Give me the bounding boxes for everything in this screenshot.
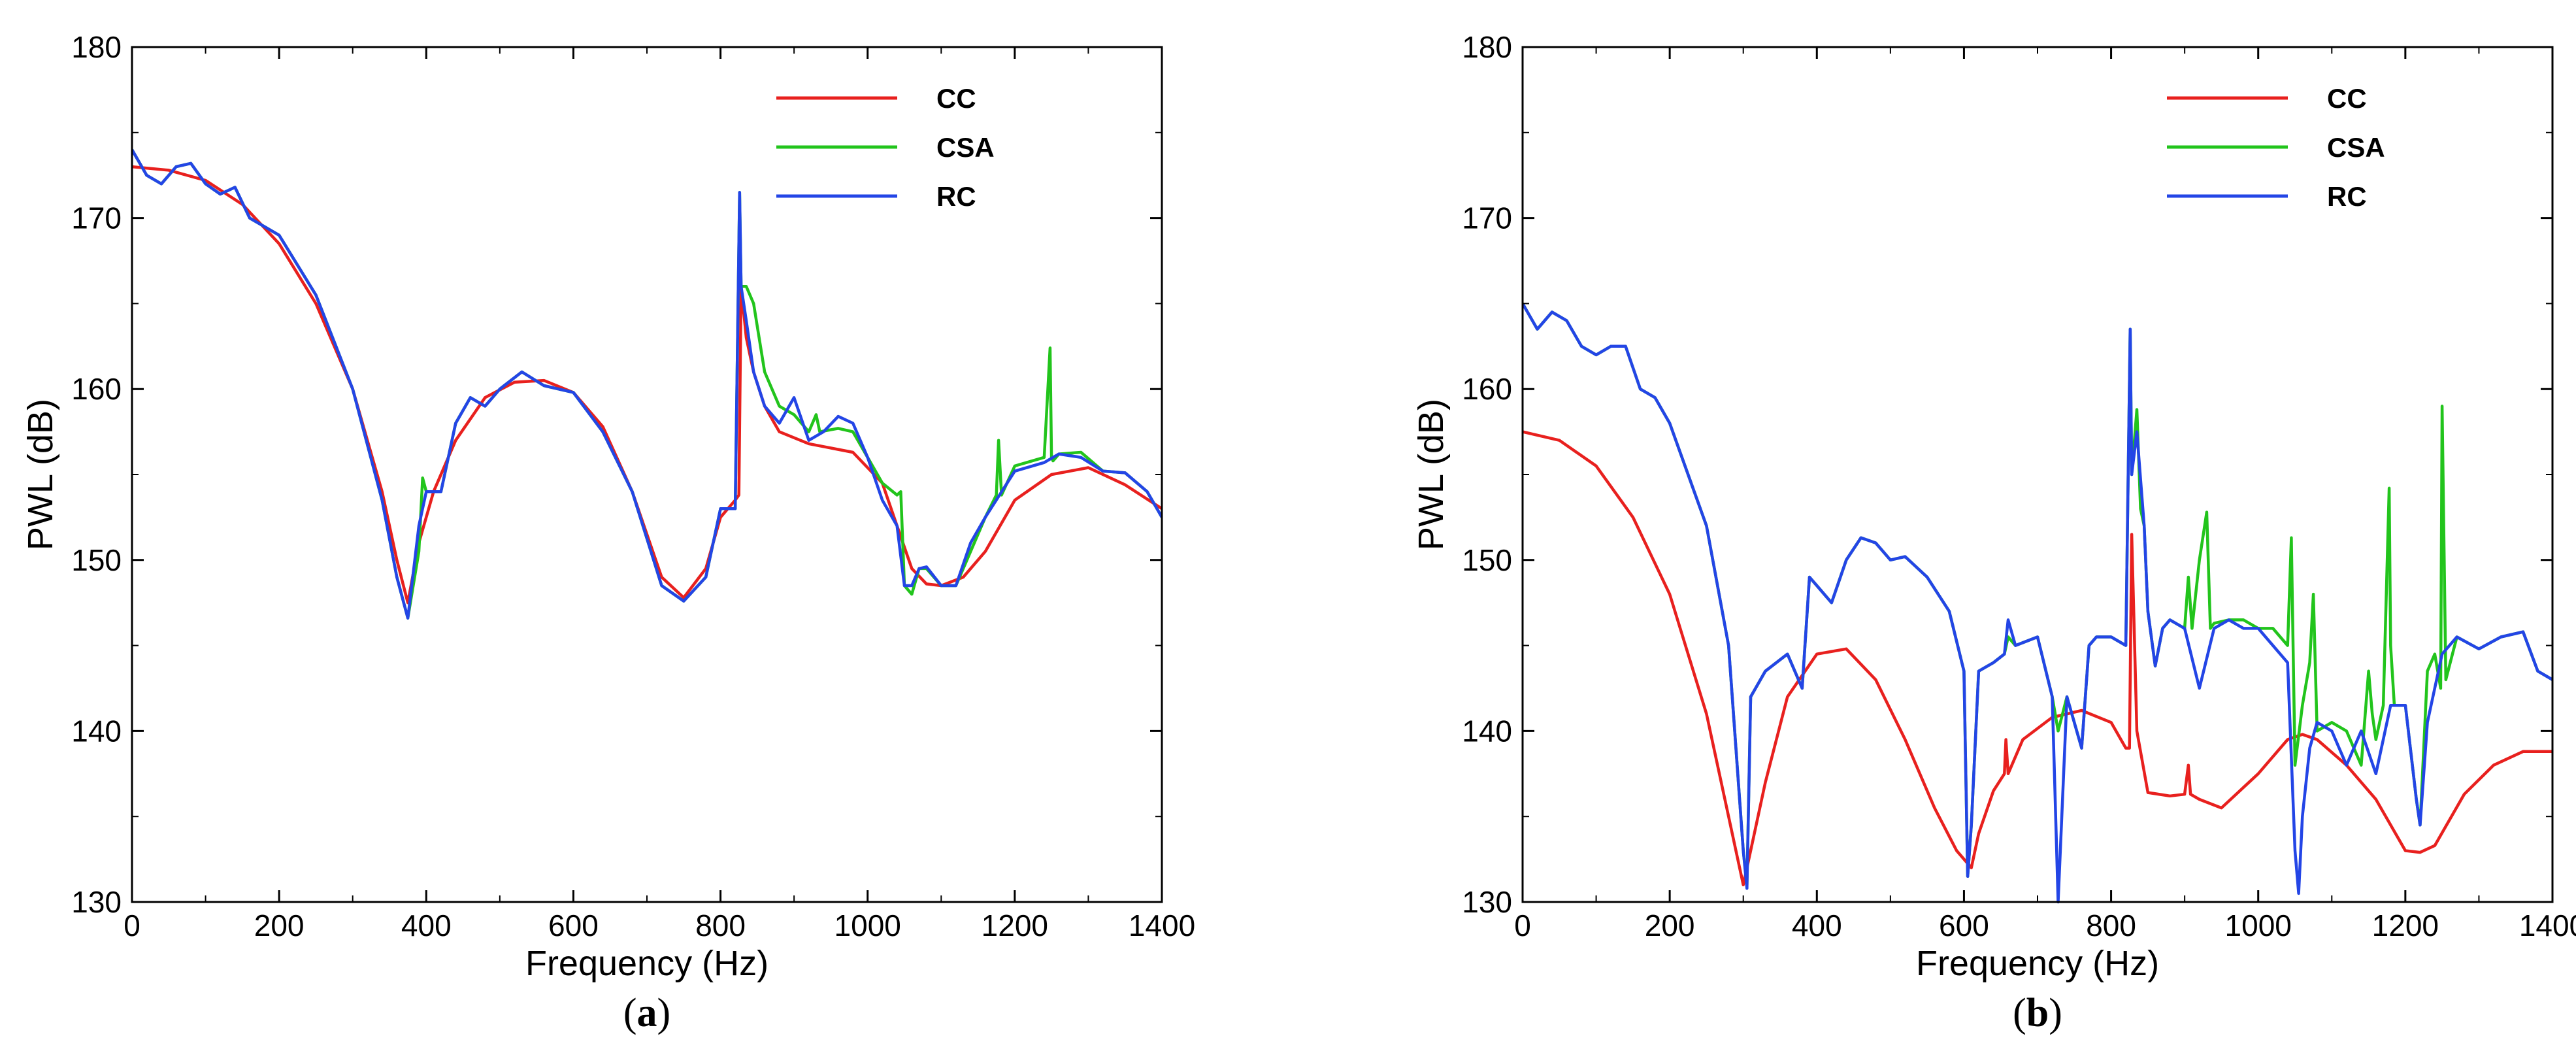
legend: CC CSA RC	[2167, 83, 2385, 212]
y-tick-label: 140	[71, 714, 122, 748]
legend-label-csa: CSA	[936, 132, 995, 163]
x-tick-label: 200	[254, 909, 305, 943]
chart-panel-a: 0 200 400 600 800 1000 1200 1400 130 140 150 160 170…	[21, 30, 1195, 1035]
panel-label-close: )	[2049, 991, 2062, 1035]
legend-label-cc: CC	[2327, 83, 2367, 114]
panel-label-letter: b	[2026, 991, 2049, 1035]
y-tick-label: 130	[71, 885, 122, 919]
y-tick-label: 150	[71, 543, 122, 577]
panel-label-open: (	[2013, 991, 2026, 1035]
y-tick-label: 140	[1462, 714, 1512, 748]
panel-label-open: (	[623, 991, 637, 1035]
panel-label-close: )	[657, 991, 671, 1035]
x-axis-label: Frequency (Hz)	[525, 944, 768, 983]
y-tick-label: 160	[71, 372, 122, 406]
panel-label-letter: a	[637, 991, 657, 1035]
series-line-csa	[1523, 303, 2552, 887]
panel-label: (a)	[623, 991, 670, 1035]
series-line-csa	[132, 148, 1162, 620]
y-tick-label: 150	[1462, 543, 1512, 577]
x-tick-label: 1400	[2519, 909, 2576, 943]
legend-label-rc: RC	[2327, 181, 2367, 212]
x-axis-label: Frequency (Hz)	[1916, 944, 2159, 983]
legend-label-rc: RC	[936, 181, 976, 212]
panel-label: (b)	[2013, 991, 2062, 1035]
x-tick-label: 400	[1792, 909, 1842, 943]
chart-panel-b: 0 200 400 600 800 1000 1200 1400 130 140 150 160 170…	[1412, 30, 2576, 1035]
y-tick-label: 170	[71, 201, 122, 235]
plot-frame	[1521, 46, 2554, 903]
x-tick-label: 400	[401, 909, 452, 943]
y-axis-label: PWL (dB)	[1412, 399, 1451, 550]
y-tick-label: 130	[1462, 885, 1512, 919]
legend-label-csa: CSA	[2327, 132, 2385, 163]
x-tick-label: 1000	[834, 909, 901, 943]
y-axis-label: PWL (dB)	[21, 399, 60, 550]
series-line-cc	[1523, 430, 2552, 887]
y-tick-label: 160	[1462, 372, 1512, 406]
x-tick-label: 200	[1645, 909, 1695, 943]
series-group	[132, 148, 1162, 620]
x-tick-label: 800	[2086, 909, 2136, 943]
series-line-rc	[132, 148, 1162, 620]
x-tick-label: 800	[695, 909, 746, 943]
legend: CC CSA RC	[776, 83, 995, 212]
x-tick-label: 1200	[982, 909, 1048, 943]
y-tick-label: 180	[71, 30, 122, 64]
x-tick-label: 0	[1514, 909, 1531, 943]
legend-label-cc: CC	[936, 83, 976, 114]
x-tick-label: 600	[1939, 909, 1989, 943]
y-tick-label: 170	[1462, 201, 1512, 235]
series-line-rc	[1523, 303, 2552, 904]
y-tick-label: 180	[1462, 30, 1512, 64]
series-group	[1523, 303, 2552, 904]
x-tick-label: 1000	[2225, 909, 2292, 943]
plot-frame	[131, 46, 1163, 903]
x-tick-label: 1200	[2372, 909, 2439, 943]
x-tick-label: 0	[124, 909, 140, 943]
x-tick-label: 600	[548, 909, 599, 943]
x-tick-label: 1400	[1129, 909, 1195, 943]
